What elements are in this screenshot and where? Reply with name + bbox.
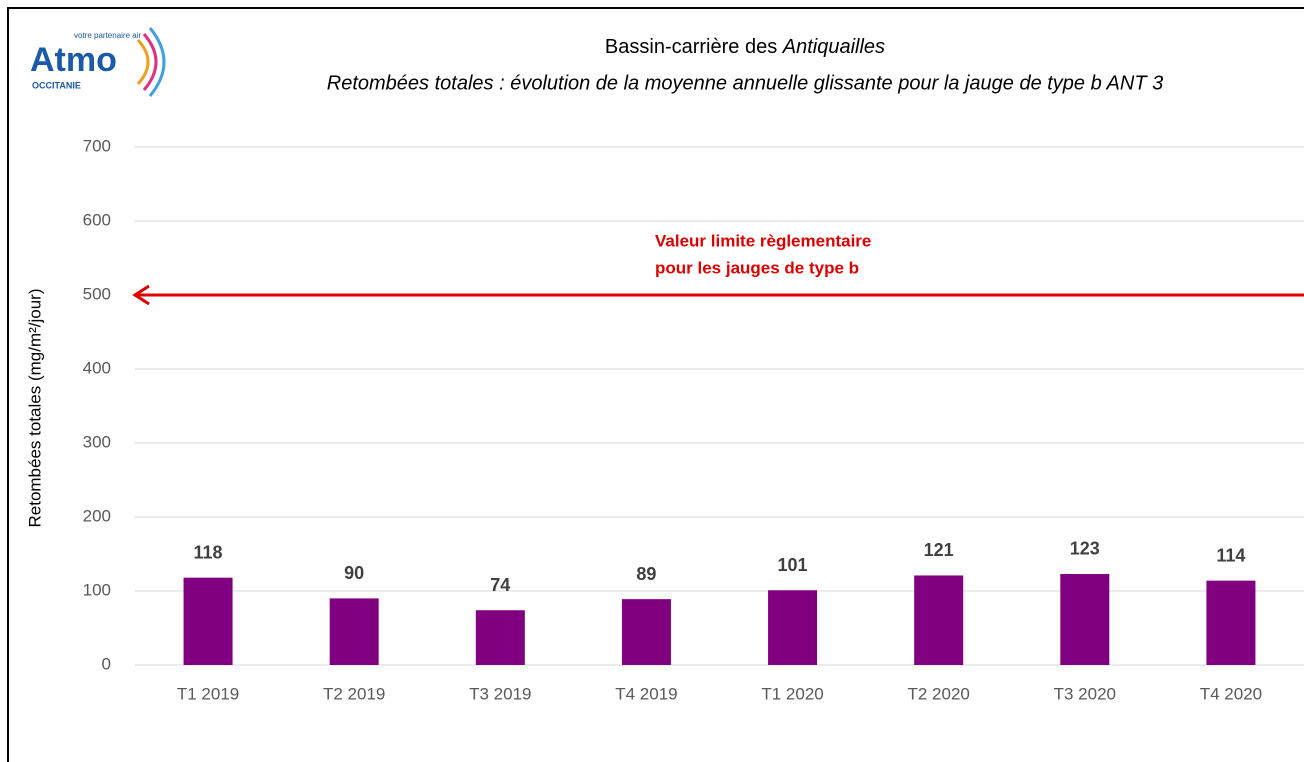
- frame: [7, 7, 1304, 762]
- x-tick-label: T3 2019: [469, 684, 531, 703]
- bar: [183, 577, 233, 665]
- logo-name: Atmo: [30, 41, 117, 79]
- value-label: 118: [194, 542, 223, 562]
- value-label: 74: [490, 575, 510, 595]
- bar: [329, 598, 379, 665]
- x-tick-label: T2 2020: [907, 684, 969, 703]
- reference-label: Valeur limite règlementaire: [655, 231, 871, 250]
- title-part: Antiquailles: [782, 36, 885, 58]
- y-tick-label: 600: [83, 210, 111, 229]
- value-label: 90: [344, 563, 364, 583]
- bar: [621, 599, 671, 665]
- bar: [768, 590, 818, 665]
- y-tick-label: 500: [83, 284, 111, 303]
- bar: [475, 610, 525, 665]
- x-tick-label: T3 2020: [1054, 684, 1116, 703]
- y-tick-label: 700: [83, 136, 111, 155]
- y-tick-label: 100: [83, 580, 111, 599]
- logo: Atmo votre partenaire air OCCITANIE: [30, 27, 166, 97]
- bar: [914, 575, 964, 665]
- logo-tagline: votre partenaire air: [74, 31, 141, 40]
- x-tick-label: T1 2019: [177, 684, 239, 703]
- logo-arc: [142, 33, 158, 91]
- value-label: 89: [636, 564, 656, 584]
- title-part: Bassin-carrière des: [605, 36, 783, 58]
- value-label: 121: [924, 540, 954, 560]
- value-label: 123: [1070, 539, 1100, 559]
- y-axis-label: Retombées totales (mg/m²/jour): [25, 288, 44, 527]
- x-tick-label: T1 2020: [761, 684, 823, 703]
- reference-arrowhead: [132, 284, 150, 306]
- reference-label: pour les jauges de type b: [655, 258, 859, 277]
- bar: [1060, 573, 1110, 665]
- y-tick-label: 300: [83, 432, 111, 451]
- x-tick-label: T4 2020: [1200, 684, 1262, 703]
- chart-subtitle: Retombées totales : évolution de la moye…: [327, 72, 1163, 94]
- logo-region: OCCITANIE: [32, 80, 81, 90]
- x-tick-label: T4 2019: [615, 684, 677, 703]
- value-label: 114: [1216, 545, 1245, 565]
- y-tick-label: 200: [83, 506, 111, 525]
- chart-title: Bassin-carrière des Antiquailles: [605, 36, 885, 58]
- value-label: 101: [778, 555, 808, 575]
- logo-arc: [136, 38, 150, 86]
- logo-arc: [148, 27, 166, 97]
- y-tick-label: 0: [102, 654, 111, 673]
- x-tick-label: T2 2019: [323, 684, 385, 703]
- bar: [1206, 580, 1256, 665]
- y-tick-label: 400: [83, 358, 111, 377]
